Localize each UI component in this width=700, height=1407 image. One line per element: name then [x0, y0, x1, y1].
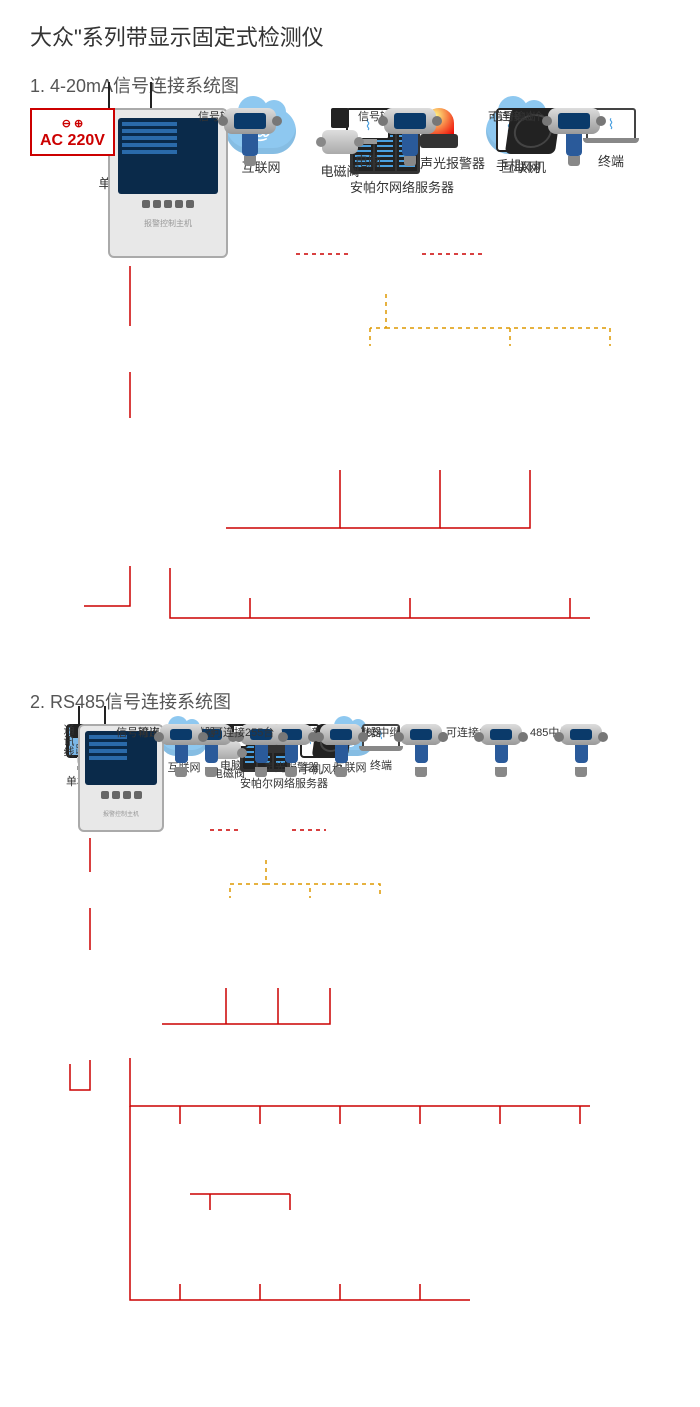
fan-label: 风机	[508, 157, 558, 176]
sensor-icon	[318, 724, 364, 763]
internet-label: 互联网	[226, 157, 296, 176]
comm-line-label: 通讯线	[60, 724, 76, 757]
valve-label: 电磁阀	[320, 161, 360, 180]
sensor-icon	[222, 108, 278, 156]
section2-title: 2. RS485信号连接系统图	[30, 688, 670, 714]
controller-icon: 报警控制主机	[108, 108, 228, 258]
sensor-icon	[546, 108, 602, 156]
diagram-4-20ma: 单机版电脑 路由器 @ 互联网 安帕尔网络服务器 @ 互联网 转换器 ⌇ 电脑 …	[30, 108, 670, 668]
controller-icon: 报警控制主机	[78, 724, 164, 832]
sensor-icon	[382, 108, 438, 156]
sensor-icon	[398, 724, 444, 763]
ac-power-label: ⊖ ⊕AC 220V	[30, 108, 115, 156]
up-to-255-label: 可连接255台	[212, 724, 274, 740]
sensor-icon	[558, 724, 604, 763]
diagram-rs485: 单机版电脑 路由器 @互联网 安帕尔网络服务器 @互联网 转换器 ⌇电脑 ⌇手机…	[30, 724, 670, 1364]
server-label: 安帕尔网络服务器	[240, 775, 328, 791]
sensor-icon	[478, 724, 524, 763]
sensor-icon	[158, 724, 204, 763]
terminal-label: 终端	[362, 757, 400, 773]
up-to-16-label: 可连接16个	[488, 108, 544, 124]
section1-title: 1. 4-20mA信号连接系统图	[30, 72, 670, 98]
valve-icon	[320, 108, 360, 158]
page-title: 大众"系列带显示固定式检测仪	[30, 20, 670, 52]
server-label: 安帕尔网络服务器	[350, 177, 454, 196]
